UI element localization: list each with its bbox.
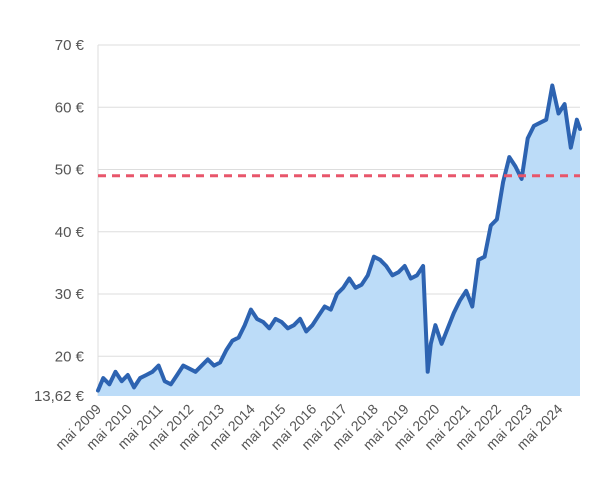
- y-tick-label: 50 €: [55, 162, 85, 179]
- y-tick-label: 13,62 €: [34, 388, 85, 405]
- price-point: [323, 305, 327, 308]
- price-point: [255, 317, 259, 321]
- price-point: [286, 326, 290, 330]
- price-point: [495, 217, 499, 221]
- price-point: [538, 121, 542, 125]
- price-point: [390, 273, 394, 277]
- price-point: [274, 317, 277, 321]
- price-point: [194, 370, 197, 374]
- price-point: [544, 118, 548, 122]
- price-point: [557, 112, 560, 115]
- price-point: [575, 118, 579, 122]
- price-point: [532, 124, 536, 128]
- price-point: [452, 311, 456, 315]
- price-point: [280, 320, 284, 324]
- price-point: [218, 361, 222, 364]
- price-point: [426, 370, 430, 374]
- price-point: [243, 323, 247, 327]
- price-point: [175, 373, 179, 377]
- price-point: [304, 329, 308, 333]
- price-point: [421, 264, 425, 268]
- price-point: [230, 339, 234, 343]
- price-point: [429, 342, 433, 346]
- price-point: [249, 308, 253, 312]
- price-point: [126, 373, 130, 377]
- price-point: [212, 364, 216, 368]
- price-point: [366, 273, 370, 277]
- price-point: [433, 323, 437, 327]
- y-tick-label: 60 €: [55, 99, 85, 116]
- price-point: [107, 382, 111, 386]
- price-point: [372, 255, 376, 259]
- price-area-fill: [98, 85, 580, 396]
- price-point: [200, 364, 204, 368]
- price-point: [464, 289, 468, 293]
- price-point: [520, 177, 524, 181]
- price-point: [397, 270, 400, 274]
- price-point: [409, 277, 413, 280]
- price-point: [261, 320, 265, 324]
- price-point: [403, 264, 407, 268]
- price-point: [298, 317, 302, 321]
- price-point: [384, 264, 388, 268]
- price-point: [310, 323, 314, 327]
- price-point: [335, 292, 339, 296]
- price-point: [440, 342, 444, 346]
- price-point: [347, 277, 351, 280]
- y-tick-label: 20 €: [55, 348, 85, 365]
- price-point: [237, 336, 241, 340]
- price-point: [501, 180, 505, 184]
- price-point: [354, 286, 357, 290]
- y-tick-label: 70 €: [55, 37, 85, 54]
- price-point: [181, 364, 185, 368]
- price-point: [169, 382, 173, 386]
- price-point: [477, 258, 480, 262]
- price-point: [163, 379, 167, 383]
- price-point: [569, 146, 573, 150]
- price-point: [578, 127, 582, 131]
- price-point: [267, 326, 271, 330]
- price-point: [96, 389, 100, 392]
- price-point: [206, 357, 210, 361]
- price-point: [360, 283, 364, 287]
- price-point: [563, 102, 567, 106]
- price-point: [144, 373, 148, 377]
- price-point: [341, 286, 345, 290]
- price-area: [96, 83, 582, 396]
- price-point: [489, 224, 493, 227]
- price-point: [378, 258, 382, 262]
- price-point: [483, 255, 487, 259]
- price-point: [132, 385, 136, 389]
- y-tick-label: 40 €: [55, 224, 85, 241]
- price-point: [458, 298, 462, 302]
- price-point: [446, 326, 450, 330]
- grid-lines: [97, 44, 580, 396]
- price-point: [224, 348, 228, 352]
- price-point: [120, 379, 124, 383]
- price-point: [150, 370, 154, 374]
- price-point: [292, 323, 296, 327]
- price-point: [317, 314, 320, 318]
- price-point: [526, 136, 530, 140]
- price-point: [329, 308, 333, 312]
- price-point: [101, 376, 105, 380]
- y-tick-label: 30 €: [55, 286, 85, 303]
- price-point: [138, 376, 142, 380]
- price-point: [187, 367, 191, 371]
- price-point: [470, 305, 474, 308]
- y-axis-ticks: 13,62 € 20 € 30 € 40 € 50 € 60 € 70 €: [34, 37, 85, 405]
- price-point: [157, 364, 161, 368]
- price-point: [513, 164, 517, 168]
- price-point: [415, 273, 419, 277]
- price-point: [507, 155, 511, 159]
- price-point: [114, 370, 117, 374]
- price-point: [550, 84, 554, 87]
